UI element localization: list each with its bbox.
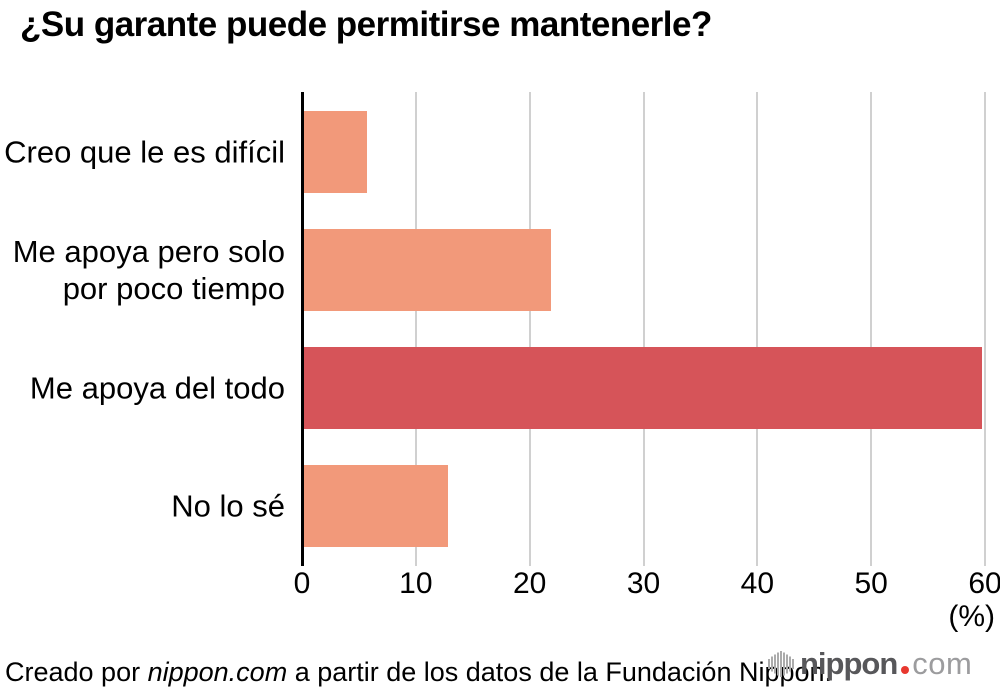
y-axis-line <box>300 92 304 566</box>
x-tick-40: 40 <box>740 567 775 600</box>
logo-wordmark: nippon com <box>800 646 972 682</box>
bar-0 <box>302 110 367 193</box>
nippon-logo: nippon com <box>767 646 972 682</box>
gridline-50 <box>870 92 873 566</box>
category-label-1: Me apoya pero solo por poco tiempo <box>12 233 285 306</box>
soundwave-bars-icon <box>768 651 794 677</box>
credit-suffix: a partir de los datos de la Fundación Ni… <box>287 657 833 687</box>
bar-1 <box>302 228 552 311</box>
gridline-30 <box>642 92 645 566</box>
chart-title: ¿Su garante puede permitirse mantenerle? <box>20 5 712 44</box>
category-label-3: No lo sé <box>171 487 285 523</box>
bar-2 <box>302 346 982 429</box>
gridline-10 <box>414 92 417 566</box>
credit-brand: nippon.com <box>147 657 288 687</box>
x-tick-30: 30 <box>626 567 661 600</box>
bar-3 <box>302 464 448 547</box>
gridline-40 <box>756 92 759 566</box>
footer-credit: Creado por nippon.com a partir de los da… <box>5 657 832 688</box>
logo-dot <box>901 666 910 674</box>
x-tick-20: 20 <box>512 567 547 600</box>
category-label-2: Me apoya del todo <box>29 369 285 405</box>
logo-word: nippon <box>800 646 898 681</box>
gridline-60 <box>984 92 986 566</box>
gridline-20 <box>528 92 531 566</box>
x-tick-50: 50 <box>854 567 888 600</box>
x-tick-10: 10 <box>399 567 433 600</box>
credit-prefix: Creado por <box>5 657 148 687</box>
category-label-0: Creo que le es difícil <box>4 133 285 169</box>
logo-tld: com <box>912 646 973 681</box>
x-axis-unit-label: (%) <box>948 600 995 633</box>
x-tick-60: 60 <box>968 567 1000 600</box>
x-tick-0: 0 <box>293 567 311 600</box>
